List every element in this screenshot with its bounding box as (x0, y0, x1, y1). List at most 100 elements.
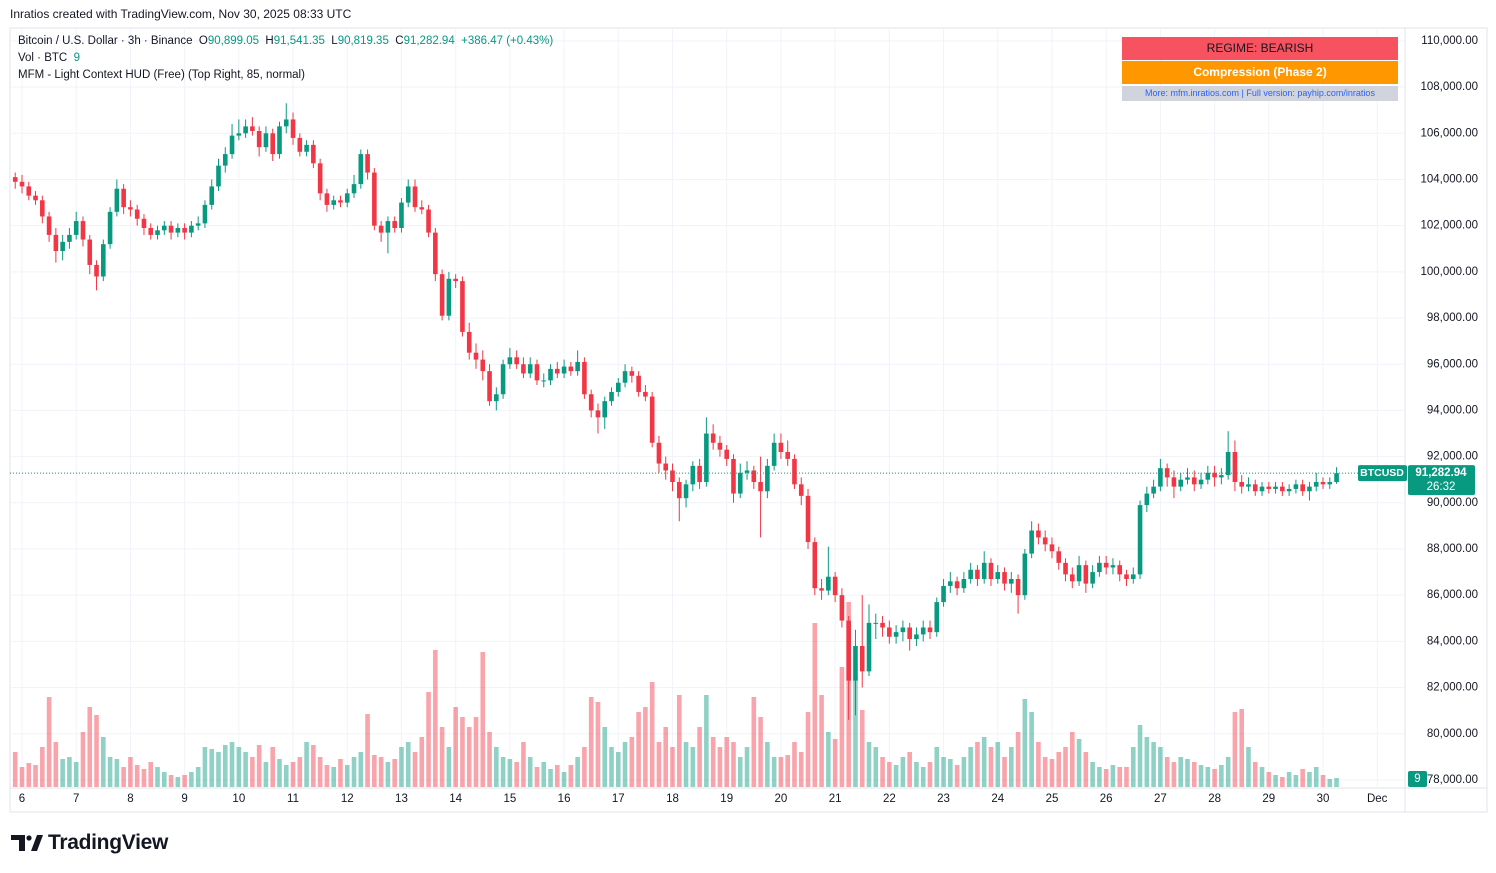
volume-bar (195, 767, 201, 787)
candle-body (168, 225, 174, 233)
volume-badge-label: 9 (1414, 773, 1420, 785)
candle-body (216, 165, 221, 187)
candle-body (1029, 530, 1034, 554)
volume-bar (324, 765, 330, 787)
volume-bar (927, 762, 933, 787)
volume-bar (1110, 765, 1116, 787)
candle-body (548, 368, 553, 381)
volume-bar (182, 775, 187, 787)
x-tick-label: 30 (1317, 793, 1330, 805)
volume-bar (270, 747, 276, 787)
volume-bar (114, 759, 120, 787)
indicator-legend: MFM - Light Context HUD (Free) (Top Righ… (18, 69, 305, 81)
volume-bar (399, 747, 404, 787)
volume-bar (670, 747, 675, 787)
candle-body (968, 569, 973, 580)
candle-body (609, 391, 614, 402)
candle-body (1137, 505, 1143, 575)
candle-body (615, 382, 621, 392)
volume-bar (392, 759, 397, 787)
volume-bar (141, 769, 147, 787)
volume-bar (805, 712, 811, 787)
candle-body (399, 202, 404, 228)
candle-body (229, 135, 235, 155)
candle-body (1225, 451, 1231, 476)
candle-body (277, 126, 282, 155)
volume-bar (209, 749, 215, 787)
candle-body (534, 364, 540, 381)
candle-body (351, 184, 357, 194)
volume-bar (1191, 762, 1197, 787)
candle-body (656, 442, 662, 464)
candle-body (365, 154, 370, 173)
volume-bar (1273, 775, 1278, 787)
volume-bar (1029, 712, 1034, 787)
candle-body (588, 394, 594, 411)
volume-bar (663, 727, 669, 787)
x-tick-label: 15 (503, 793, 516, 805)
volume-bar (304, 742, 309, 787)
volume-bar (697, 727, 702, 787)
candle-body (195, 223, 201, 226)
volume-bar (107, 757, 113, 787)
volume-bar (866, 742, 872, 787)
candle-body (846, 620, 851, 681)
volume-bar (67, 757, 72, 787)
volume-bar (751, 697, 757, 787)
candle-body (778, 442, 784, 452)
volume-bar (202, 747, 208, 787)
candle-body (1036, 530, 1041, 538)
candle-body (507, 357, 513, 365)
volume-bar (1198, 765, 1204, 787)
candle-body (1130, 574, 1136, 580)
volume-bar (1286, 772, 1292, 787)
volume-bar (914, 762, 919, 787)
x-tick-label: 10 (232, 793, 245, 805)
candle-body (1097, 562, 1102, 573)
symbol-badge (1358, 465, 1407, 482)
volume-bar (1327, 779, 1333, 787)
volume-bar (819, 695, 824, 787)
volume-bar (1252, 762, 1258, 787)
volume-bar (33, 765, 38, 787)
candle-body (900, 627, 906, 633)
candle-body (40, 200, 45, 217)
volume-bar (1300, 769, 1305, 787)
x-tick-label: 12 (341, 793, 354, 805)
ohlc-key: H (265, 35, 274, 47)
candle-body (392, 221, 397, 228)
candle-body (798, 484, 804, 496)
volume-bar (229, 742, 235, 787)
candle-body (317, 163, 323, 194)
volume-bar (1076, 739, 1082, 787)
volume-bar (121, 767, 126, 787)
volume-bar (358, 752, 364, 787)
x-tick-label: 26 (1100, 793, 1113, 805)
volume-bar (60, 759, 65, 787)
candle-body (1334, 473, 1339, 483)
header: Inratios created with TradingView.com, N… (10, 7, 352, 21)
candle-body (670, 470, 675, 483)
candle-body (372, 172, 377, 226)
candle-body (141, 218, 147, 228)
candle-body (344, 193, 350, 203)
tv-logo (11, 835, 43, 851)
x-tick-label: 21 (829, 793, 842, 805)
volume-bar (222, 745, 228, 787)
candle-body (134, 209, 140, 219)
candle-body (981, 562, 987, 580)
volume-bar (155, 767, 160, 787)
volume-bar (778, 757, 784, 787)
candle-body (1320, 482, 1326, 485)
volume-bar (561, 772, 567, 787)
candle-body (1327, 482, 1333, 485)
volume-bar (19, 767, 25, 787)
volume-bar (494, 747, 499, 787)
volume-bar (826, 732, 831, 787)
volume-bar (1219, 765, 1224, 787)
candle-body (73, 221, 79, 235)
volume-bar (175, 777, 181, 787)
symbol-label: BTCUSD (1360, 467, 1404, 479)
volume-bar (1137, 725, 1143, 787)
